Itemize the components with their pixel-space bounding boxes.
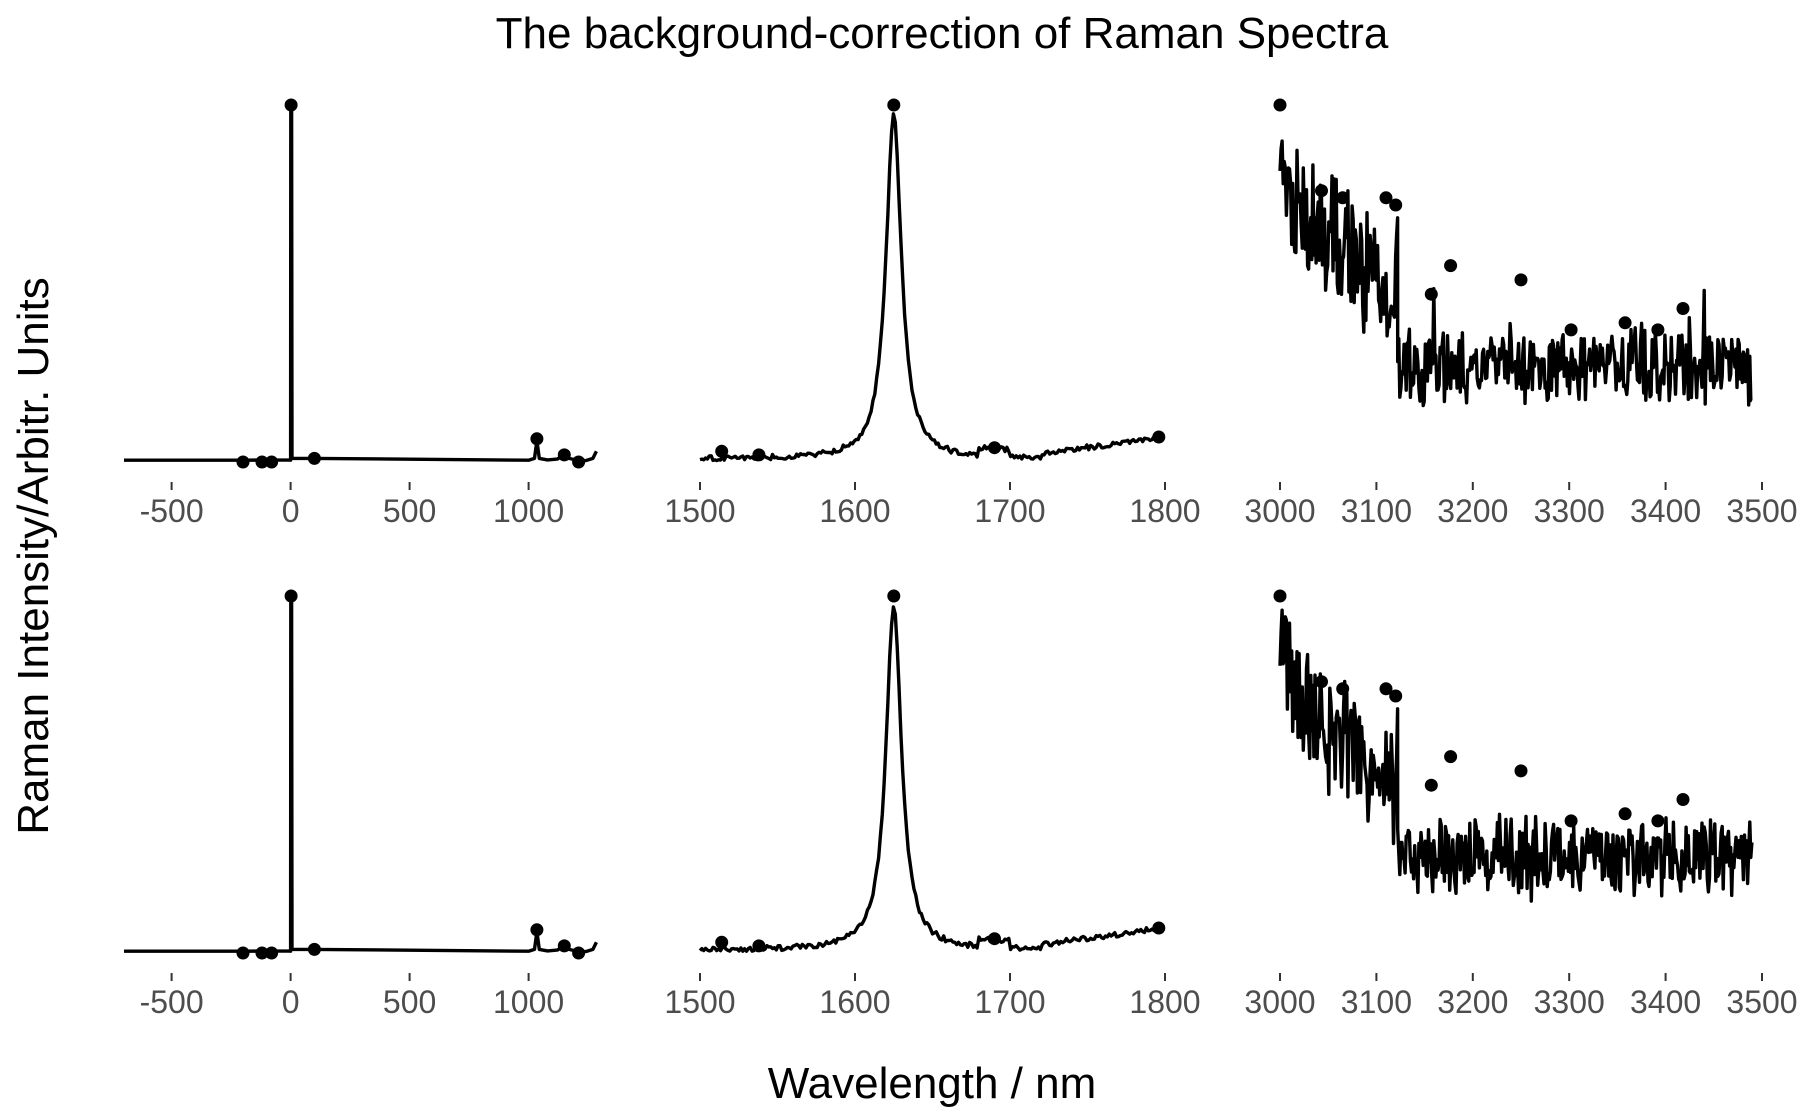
x-tick-label: 3500 (1726, 493, 1797, 529)
peak-point (1424, 287, 1438, 301)
peak-point (1651, 814, 1665, 828)
spectrum-line (124, 103, 598, 463)
x-tick-label: 500 (383, 984, 436, 1020)
panel-r2c2: 1500 1600 1700 1800 (664, 589, 1201, 1020)
panels-group: -500 0 500 1000 1500 1600 1700 1800 3000 3100 3200… (124, 98, 1798, 1020)
peak-point (284, 98, 298, 112)
figure-title: The background-correction of Raman Spect… (496, 9, 1389, 58)
x-tick-label: 500 (383, 493, 436, 529)
panel-r1c3: 3000 3100 3200 3300 3400 3500 (1244, 98, 1798, 529)
x-tick-label: -500 (140, 493, 204, 529)
peak-point (1336, 191, 1350, 205)
peak-point (988, 441, 1001, 455)
x-tick-label: 1700 (974, 984, 1045, 1020)
peak-point (265, 946, 279, 960)
x-tick-label: 3400 (1630, 493, 1701, 529)
peak-point (255, 946, 269, 960)
panel-r1c1: -500 0 500 1000 (124, 98, 598, 529)
peak-point (284, 589, 298, 603)
peak-point (1315, 184, 1328, 198)
peak-point (1651, 323, 1665, 337)
peak-point (1379, 682, 1393, 696)
peak-point (557, 448, 571, 462)
peak-point (1424, 778, 1438, 792)
x-tick-label: 3100 (1341, 493, 1412, 529)
peak-point (1676, 793, 1690, 806)
x-tick-label: 1500 (664, 493, 735, 529)
spectrum-line (1278, 608, 1754, 903)
x-tick-label: 1800 (1129, 984, 1200, 1020)
x-tick-label: 1500 (664, 984, 735, 1020)
peak-point (1152, 921, 1166, 935)
peak-point (1514, 273, 1528, 287)
peak-point (307, 451, 321, 465)
peak-point (236, 946, 250, 960)
peak-point (1514, 764, 1528, 778)
peak-point (715, 444, 729, 458)
x-tick-label: 0 (282, 493, 300, 529)
peak-point (1618, 807, 1632, 821)
peak-point (1564, 814, 1578, 828)
peak-point (1389, 689, 1403, 703)
spectrum-line (698, 605, 1160, 953)
panel-r2c1: -500 0 500 1000 (124, 589, 598, 1020)
x-tick-label: 1000 (493, 493, 564, 529)
peak-point (530, 923, 544, 937)
spectrum-line (124, 594, 598, 954)
x-tick-label: 3300 (1534, 984, 1605, 1020)
peak-point (236, 455, 250, 469)
y-axis-title: Raman Intensity/Arbitr. Units (9, 277, 58, 835)
peak-point (1389, 198, 1403, 212)
x-tick-label: 3000 (1244, 493, 1315, 529)
x-tick-label: 1600 (819, 984, 890, 1020)
peak-point (1379, 191, 1393, 205)
x-tick-label: 1000 (493, 984, 564, 1020)
spectrum-line (699, 112, 1159, 463)
x-tick-label: 3400 (1630, 984, 1701, 1020)
peak-point (1676, 302, 1690, 315)
peak-point (1444, 750, 1458, 764)
peak-point (255, 455, 269, 469)
peak-point (307, 942, 321, 956)
peak-point (1315, 675, 1328, 689)
peak-point (572, 946, 586, 960)
x-tick-label: 3500 (1726, 984, 1797, 1020)
peak-point (265, 455, 279, 469)
x-tick-label: 3200 (1437, 984, 1508, 1020)
peak-point (572, 455, 586, 469)
x-axis-title: Wavelength / nm (768, 1059, 1097, 1108)
peak-point (1618, 316, 1632, 330)
peak-point (1336, 682, 1350, 696)
peak-point (1152, 430, 1166, 444)
peak-point (715, 935, 729, 949)
panel-r2c3: 3000 3100 3200 3300 3400 3500 (1244, 589, 1798, 1020)
x-tick-label: 1700 (974, 493, 1045, 529)
x-tick-label: 3300 (1534, 493, 1605, 529)
peak-point (1564, 323, 1578, 337)
peak-point (557, 939, 571, 953)
peak-point (530, 432, 544, 446)
peak-point (1444, 259, 1458, 273)
x-tick-label: 1600 (819, 493, 890, 529)
x-tick-label: 3100 (1341, 984, 1412, 1020)
panel-r1c2: 1500 1600 1700 1800 (664, 98, 1201, 529)
peak-point (752, 448, 766, 462)
x-tick-label: 3200 (1437, 493, 1508, 529)
x-tick-label: 1800 (1129, 493, 1200, 529)
peak-point (1273, 589, 1287, 603)
peak-point (887, 589, 901, 603)
spectrum-line (1278, 139, 1753, 408)
peak-point (988, 932, 1001, 946)
x-tick-label: -500 (140, 984, 204, 1020)
x-tick-label: 0 (282, 984, 300, 1020)
peak-point (752, 939, 766, 953)
peak-point (887, 98, 901, 112)
x-tick-label: 3000 (1244, 984, 1315, 1020)
peak-point (1273, 98, 1287, 112)
